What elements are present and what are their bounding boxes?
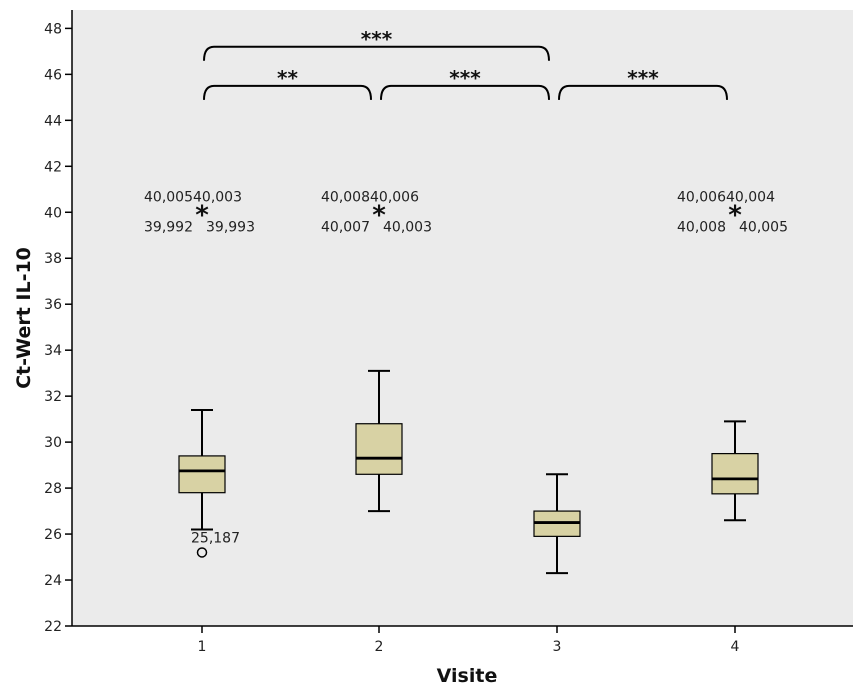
significance-bracket-3-4: *** (558, 66, 728, 100)
x-tick-label: 4 (731, 639, 740, 655)
box-visite-4 (711, 420, 759, 522)
y-tick-label: 30 (44, 435, 62, 451)
extreme-label: 40,003 (193, 189, 242, 205)
outlier-marker (196, 547, 208, 558)
y-tick-label: 32 (44, 389, 62, 405)
significance-label: *** (449, 66, 481, 90)
x-axis: 1 2 3 4 (72, 625, 853, 655)
y-tick-label: 38 (44, 251, 62, 267)
significance-label: ** (277, 66, 298, 90)
y-axis: 22 24 26 28 30 32 34 36 38 40 42 44 46 48 (44, 10, 73, 635)
y-tick-label: 34 (44, 343, 62, 359)
y-tick-label: 22 (44, 619, 62, 635)
extreme-label: 40,007 (321, 219, 370, 235)
plot-area (72, 10, 853, 626)
extreme-label: 40,003 (383, 219, 432, 235)
y-tick-label: 40 (44, 205, 62, 221)
bracket-line (380, 84, 550, 100)
y-tick-label: 24 (44, 573, 62, 589)
x-axis-title: Visite (437, 665, 498, 687)
significance-bracket-2-3: *** (380, 66, 550, 100)
extreme-label: 40,005 (144, 189, 193, 205)
x-tick-label: 3 (553, 639, 562, 655)
significance-label: *** (361, 27, 393, 51)
outlier-visite-1: 25,187 (191, 530, 240, 558)
y-tick-label: 42 (44, 159, 62, 175)
boxes (178, 369, 759, 575)
extreme-label: 40,005 (739, 219, 788, 235)
x-tick-label: 1 (198, 639, 207, 655)
y-tick-label: 48 (44, 21, 62, 37)
extreme-label: 39,993 (206, 219, 255, 235)
extreme-label: 40,008 (321, 189, 370, 205)
star-marker: * (728, 200, 742, 230)
star-marker: * (372, 200, 386, 230)
x-tick-label: 2 (375, 639, 384, 655)
box-iqr (711, 453, 759, 495)
y-tick-label: 44 (44, 113, 62, 129)
y-tick-label: 26 (44, 527, 62, 543)
outlier-label: 25,187 (191, 530, 240, 546)
bracket-line (203, 45, 550, 61)
outliers: 25,187 (191, 530, 240, 558)
y-tick-label: 36 (44, 297, 62, 313)
y-tick-label: 28 (44, 481, 62, 497)
star-marker: * (195, 200, 209, 230)
bracket-line (203, 84, 372, 100)
box-visite-3 (533, 473, 581, 575)
y-axis-title: Ct-Wert IL-10 (13, 247, 35, 389)
box-visite-1 (178, 408, 226, 531)
extreme-label: 40,006 (370, 189, 419, 205)
extreme-label: 40,006 (677, 189, 726, 205)
bracket-line (558, 84, 728, 100)
extreme-label: 40,008 (677, 219, 726, 235)
significance-bracket-1-3: *** (203, 27, 550, 61)
significance-bracket-1-2: ** (203, 66, 372, 100)
box-visite-2 (355, 369, 403, 513)
box-iqr (178, 455, 226, 494)
significance-brackets: ***** *** *** (203, 27, 728, 100)
extreme-label: 39,992 (144, 219, 193, 235)
significance-label: *** (627, 66, 659, 90)
box-iqr (355, 423, 403, 475)
extreme-label: 40,004 (726, 189, 775, 205)
y-tick-label: 46 (44, 67, 62, 83)
